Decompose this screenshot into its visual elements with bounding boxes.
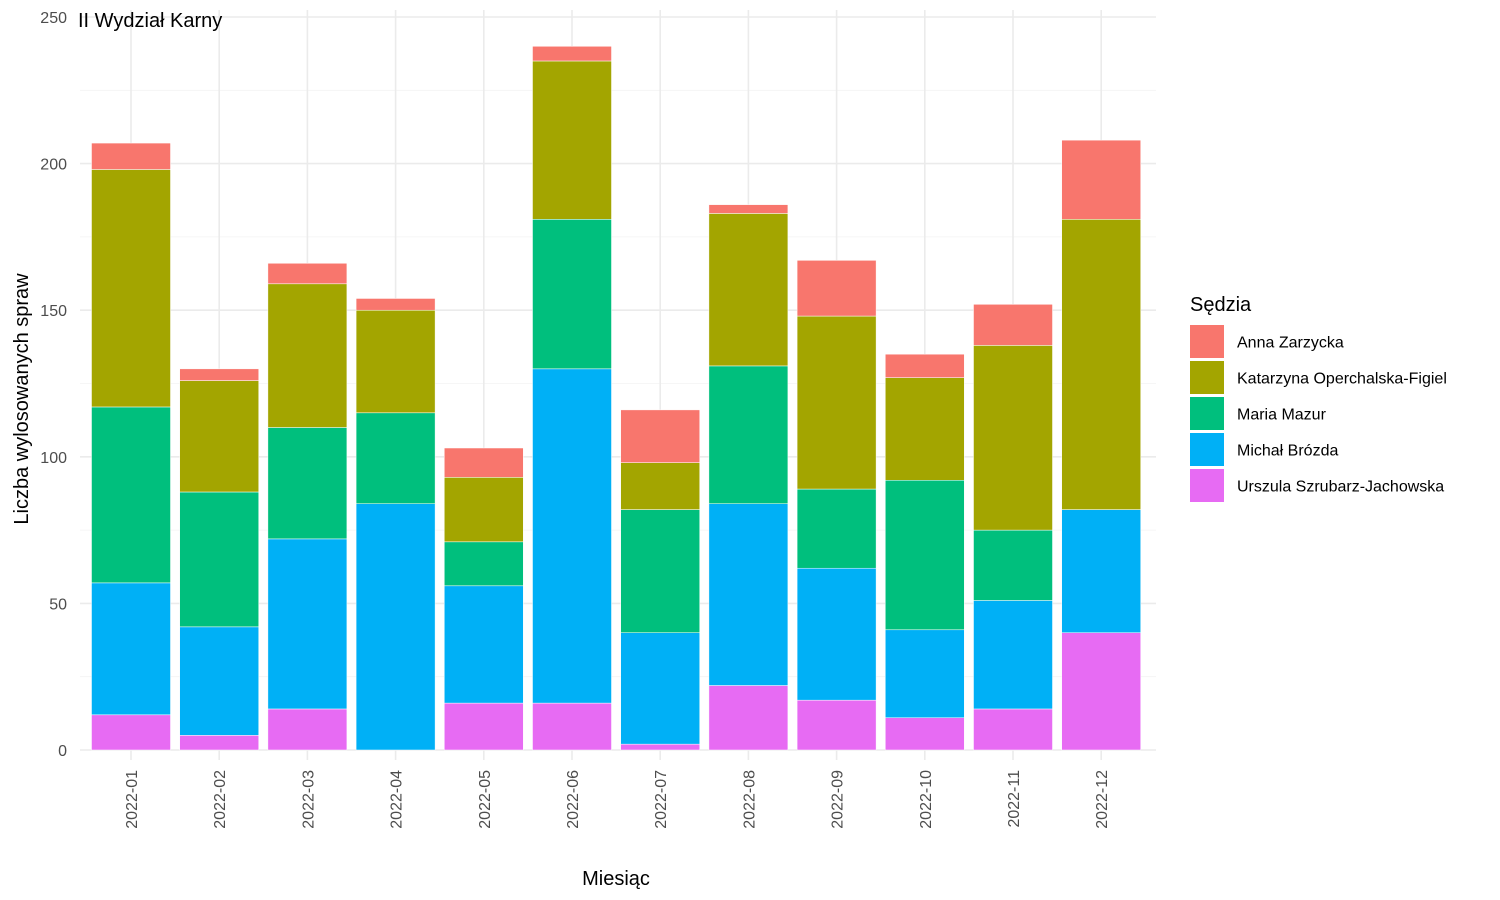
bar-segment <box>885 377 965 481</box>
bar-segment <box>91 714 171 751</box>
bar-segment <box>708 213 789 367</box>
bar-segment <box>267 283 348 428</box>
bar-segment <box>267 427 348 540</box>
y-tick-label: 50 <box>49 596 67 613</box>
bar-segment <box>355 298 436 311</box>
bar-segment <box>796 488 877 569</box>
bar-segment <box>1061 509 1141 633</box>
legend-key <box>1190 433 1224 466</box>
bar-segment <box>620 462 700 510</box>
bar-segment <box>444 447 524 478</box>
bar-segment <box>796 315 877 490</box>
bar-segment <box>796 699 877 751</box>
y-tick-label: 0 <box>58 743 67 760</box>
bar-segment <box>708 685 789 751</box>
legend-key <box>1190 325 1224 358</box>
chart-title: II Wydział Karny <box>78 10 222 32</box>
bar-segment <box>620 743 700 751</box>
y-axis-title: Liczba wylosowanych spraw <box>11 273 33 525</box>
x-axis-ticks: 2022-01 2022-02 2022-03 2022-04 2022-05 2022-… <box>124 770 1111 829</box>
legend-key <box>1190 397 1224 430</box>
bar-segment <box>796 567 877 701</box>
x-tick-label: 2022-02 <box>212 770 229 829</box>
bar-segment <box>796 260 877 317</box>
y-axis-ticks: 0 50 100 150 200 250 <box>40 10 67 760</box>
legend-label: Maria Mazur <box>1237 407 1327 424</box>
x-axis-title: Miesiąc <box>582 868 650 890</box>
x-tick-label: 2022-11 <box>1006 770 1023 828</box>
bar-segment <box>620 409 700 463</box>
bar-segment <box>1061 219 1141 510</box>
bar-segment <box>179 735 259 751</box>
legend-key <box>1190 361 1224 394</box>
x-tick-label: 2022-01 <box>124 770 141 829</box>
bar-segment <box>532 702 612 751</box>
legend-label: Michał Brózda <box>1237 443 1338 460</box>
bar-segment <box>708 204 789 214</box>
bar-segment <box>444 702 524 751</box>
bar-segment <box>91 406 171 584</box>
bar-segment <box>355 412 436 504</box>
x-tick-label: 2022-09 <box>830 770 847 829</box>
bar-segment <box>1061 632 1141 751</box>
bar-segment <box>532 46 612 62</box>
bar-segment <box>973 304 1053 346</box>
bar-segment <box>885 629 965 718</box>
x-tick-label: 2022-05 <box>477 770 494 829</box>
y-tick-label: 250 <box>40 10 67 27</box>
legend-title: Sędzia <box>1190 294 1252 316</box>
bars <box>91 46 1141 751</box>
bar-segment <box>885 480 965 631</box>
bar-segment <box>532 219 612 370</box>
bar-segment <box>444 585 524 704</box>
bar-segment <box>708 503 789 686</box>
bar-segment <box>620 632 700 745</box>
bar-segment <box>267 708 348 751</box>
legend: Sędzia Anna Zarzycka Katarzyna Operchalsk… <box>1190 294 1447 502</box>
bar-segment <box>620 509 700 633</box>
bar-segment <box>1061 139 1141 220</box>
bar-segment <box>179 626 259 736</box>
bar-segment <box>532 60 612 220</box>
bar-segment <box>179 491 259 628</box>
bar-segment <box>444 477 524 543</box>
y-tick-label: 200 <box>40 157 67 174</box>
bar-segment <box>885 717 965 751</box>
y-tick-label: 100 <box>40 450 67 467</box>
legend-label: Katarzyna Operchalska-Figiel <box>1237 371 1447 388</box>
x-tick-label: 2022-06 <box>565 770 582 829</box>
bar-segment <box>91 169 171 408</box>
bar-segment <box>267 538 348 710</box>
bar-segment <box>355 309 436 414</box>
bar-segment <box>973 345 1053 531</box>
y-tick-label: 150 <box>40 303 67 320</box>
bar-segment <box>267 263 348 285</box>
legend-label: Urszula Szrubarz-Jachowska <box>1237 479 1444 496</box>
bar-segment <box>179 380 259 493</box>
bar-segment <box>532 368 612 704</box>
bar-segment <box>973 708 1053 751</box>
bar-segment <box>179 368 259 381</box>
legend-label: Anna Zarzycka <box>1237 335 1344 352</box>
bar-segment <box>91 142 171 170</box>
x-tick-label: 2022-08 <box>741 770 758 829</box>
legend-key <box>1190 469 1224 502</box>
x-tick-label: 2022-10 <box>918 770 935 829</box>
bar-segment <box>973 600 1053 710</box>
x-tick-label: 2022-07 <box>653 770 670 829</box>
bar-segment <box>355 503 436 751</box>
bar-segment <box>708 365 789 504</box>
bar-segment <box>885 353 965 378</box>
bar-segment <box>973 529 1053 601</box>
bar-segment <box>91 582 171 716</box>
x-tick-label: 2022-12 <box>1094 770 1111 829</box>
x-tick-label: 2022-03 <box>300 770 317 829</box>
bar-segment <box>444 541 524 587</box>
x-tick-label: 2022-04 <box>389 770 406 829</box>
